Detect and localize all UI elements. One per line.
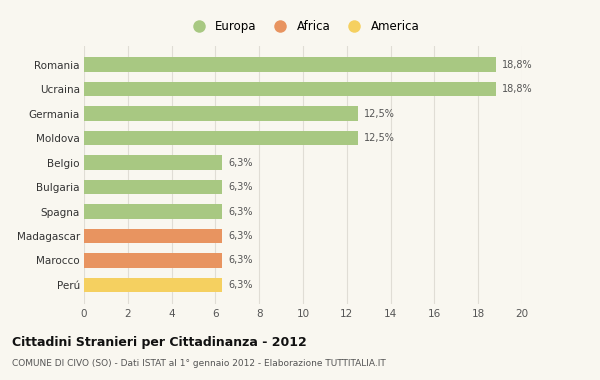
Text: COMUNE DI CIVO (SO) - Dati ISTAT al 1° gennaio 2012 - Elaborazione TUTTITALIA.IT: COMUNE DI CIVO (SO) - Dati ISTAT al 1° g… xyxy=(12,359,386,368)
Text: 6,3%: 6,3% xyxy=(229,280,253,290)
Bar xyxy=(84,253,222,268)
Text: 6,3%: 6,3% xyxy=(229,206,253,217)
Text: Cittadini Stranieri per Cittadinanza - 2012: Cittadini Stranieri per Cittadinanza - 2… xyxy=(12,336,307,349)
Bar xyxy=(84,106,358,121)
Text: 6,3%: 6,3% xyxy=(229,255,253,266)
Bar xyxy=(84,277,222,292)
Text: 6,3%: 6,3% xyxy=(229,182,253,192)
Text: 18,8%: 18,8% xyxy=(502,60,533,70)
Bar xyxy=(84,180,222,195)
Text: 18,8%: 18,8% xyxy=(502,84,533,94)
Bar xyxy=(84,229,222,243)
Bar xyxy=(84,131,358,146)
Text: 6,3%: 6,3% xyxy=(229,158,253,168)
Legend: Europa, Africa, America: Europa, Africa, America xyxy=(182,15,424,38)
Bar xyxy=(84,82,496,97)
Text: 12,5%: 12,5% xyxy=(364,133,395,143)
Bar xyxy=(84,57,496,72)
Bar xyxy=(84,155,222,170)
Text: 12,5%: 12,5% xyxy=(364,109,395,119)
Text: 6,3%: 6,3% xyxy=(229,231,253,241)
Bar xyxy=(84,204,222,219)
